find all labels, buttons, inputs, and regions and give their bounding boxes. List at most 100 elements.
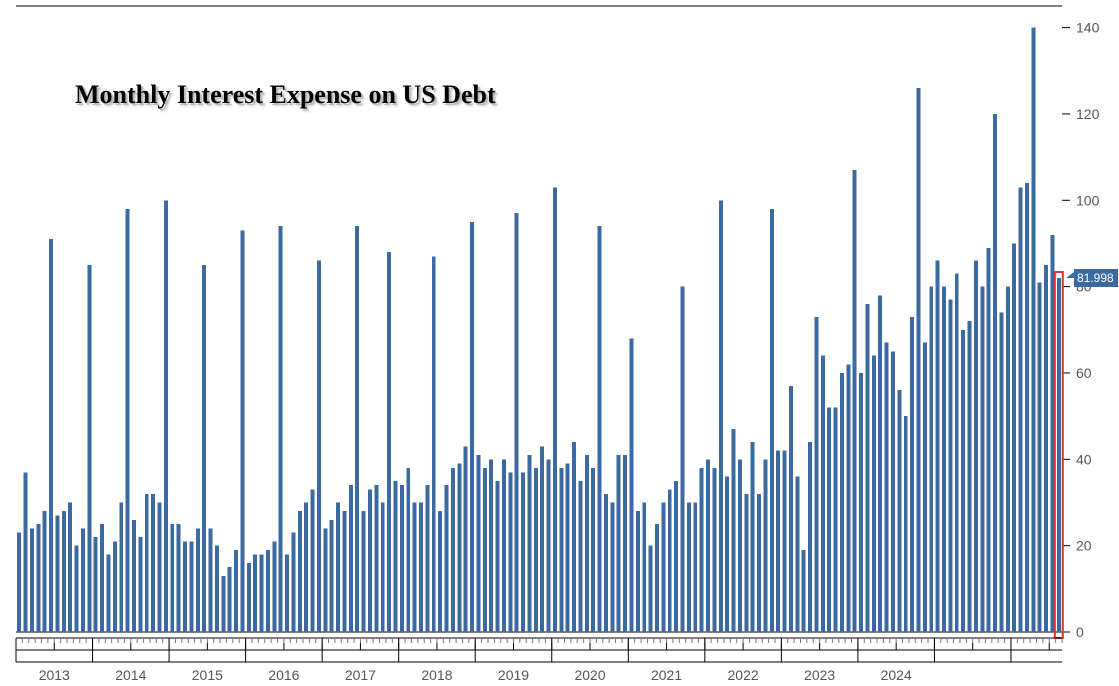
bar — [872, 356, 876, 632]
bar — [496, 481, 500, 632]
bar — [770, 209, 774, 632]
bar — [942, 287, 946, 632]
bar — [240, 230, 244, 632]
bar — [438, 511, 442, 632]
bar — [126, 209, 130, 632]
bar — [853, 170, 857, 632]
bar — [999, 313, 1003, 632]
bar — [62, 511, 66, 632]
bar — [87, 265, 91, 632]
bar — [687, 502, 691, 632]
bar — [948, 300, 952, 632]
bar — [955, 274, 959, 632]
x-year-label: 2019 — [498, 667, 529, 683]
y-tick-label: 60 — [1076, 365, 1092, 381]
bar — [693, 502, 697, 632]
bar — [725, 477, 729, 632]
bar — [515, 213, 519, 632]
bar — [585, 455, 589, 632]
bar — [923, 343, 927, 632]
bar — [336, 502, 340, 632]
callout-value: 81.998 — [1077, 271, 1114, 285]
bar — [814, 317, 818, 632]
bar — [489, 459, 493, 632]
bar — [840, 373, 844, 632]
bar — [974, 261, 978, 632]
bar — [968, 321, 972, 632]
bar — [502, 459, 506, 632]
bar — [266, 550, 270, 632]
bar — [508, 472, 512, 632]
bar — [1031, 28, 1035, 632]
bar — [158, 502, 162, 632]
y-tick-label: 40 — [1076, 451, 1092, 467]
bar — [795, 477, 799, 632]
x-year-label: 2022 — [728, 667, 759, 683]
x-year-label: 2013 — [39, 667, 70, 683]
bar — [604, 494, 608, 632]
bar — [457, 464, 461, 632]
bar — [349, 485, 353, 632]
bar — [821, 356, 825, 632]
y-tick-label: 100 — [1076, 192, 1100, 208]
bar — [151, 494, 155, 632]
bar — [317, 261, 321, 632]
bar — [272, 541, 276, 632]
bar — [464, 446, 468, 632]
bar — [228, 567, 232, 632]
bar — [993, 114, 997, 632]
chart-container: Monthly Interest Expense on US Debt 0204… — [0, 0, 1119, 686]
bar — [132, 520, 136, 632]
bar — [1025, 183, 1029, 632]
bar — [897, 390, 901, 632]
bar — [368, 490, 372, 632]
x-year-label: 2015 — [192, 667, 223, 683]
bar — [425, 485, 429, 632]
bar — [700, 468, 704, 632]
bar — [757, 494, 761, 632]
x-year-label: 2024 — [881, 667, 912, 683]
bar — [170, 524, 174, 632]
bar — [285, 554, 289, 632]
bar — [298, 511, 302, 632]
bar — [598, 226, 602, 632]
bar — [521, 472, 525, 632]
bar — [113, 541, 117, 632]
bar — [1044, 265, 1048, 632]
bar — [661, 502, 665, 632]
bar — [279, 226, 283, 632]
bar — [751, 442, 755, 632]
bar — [783, 451, 787, 632]
bar — [681, 287, 685, 632]
bar — [1019, 187, 1023, 632]
y-tick-label: 140 — [1076, 20, 1100, 36]
bar — [827, 408, 831, 632]
bar — [712, 468, 716, 632]
x-year-label: 2016 — [268, 667, 299, 683]
bar — [55, 515, 59, 632]
bar — [865, 304, 869, 632]
bar — [355, 226, 359, 632]
bar — [763, 459, 767, 632]
bar — [419, 502, 423, 632]
bar — [980, 287, 984, 632]
bar — [929, 287, 933, 632]
bar — [323, 528, 327, 632]
bar — [304, 502, 308, 632]
bar — [540, 446, 544, 632]
bar — [961, 330, 965, 632]
bar — [107, 554, 111, 632]
bar — [738, 459, 742, 632]
bar — [445, 485, 449, 632]
bar — [878, 295, 882, 632]
bar — [406, 468, 410, 632]
bar — [253, 554, 257, 632]
x-year-label: 2023 — [804, 667, 835, 683]
bar — [610, 502, 614, 632]
bar — [630, 338, 634, 632]
bar — [744, 494, 748, 632]
bar — [534, 468, 538, 632]
bar — [202, 265, 206, 632]
bar — [623, 455, 627, 632]
bar — [432, 256, 436, 632]
